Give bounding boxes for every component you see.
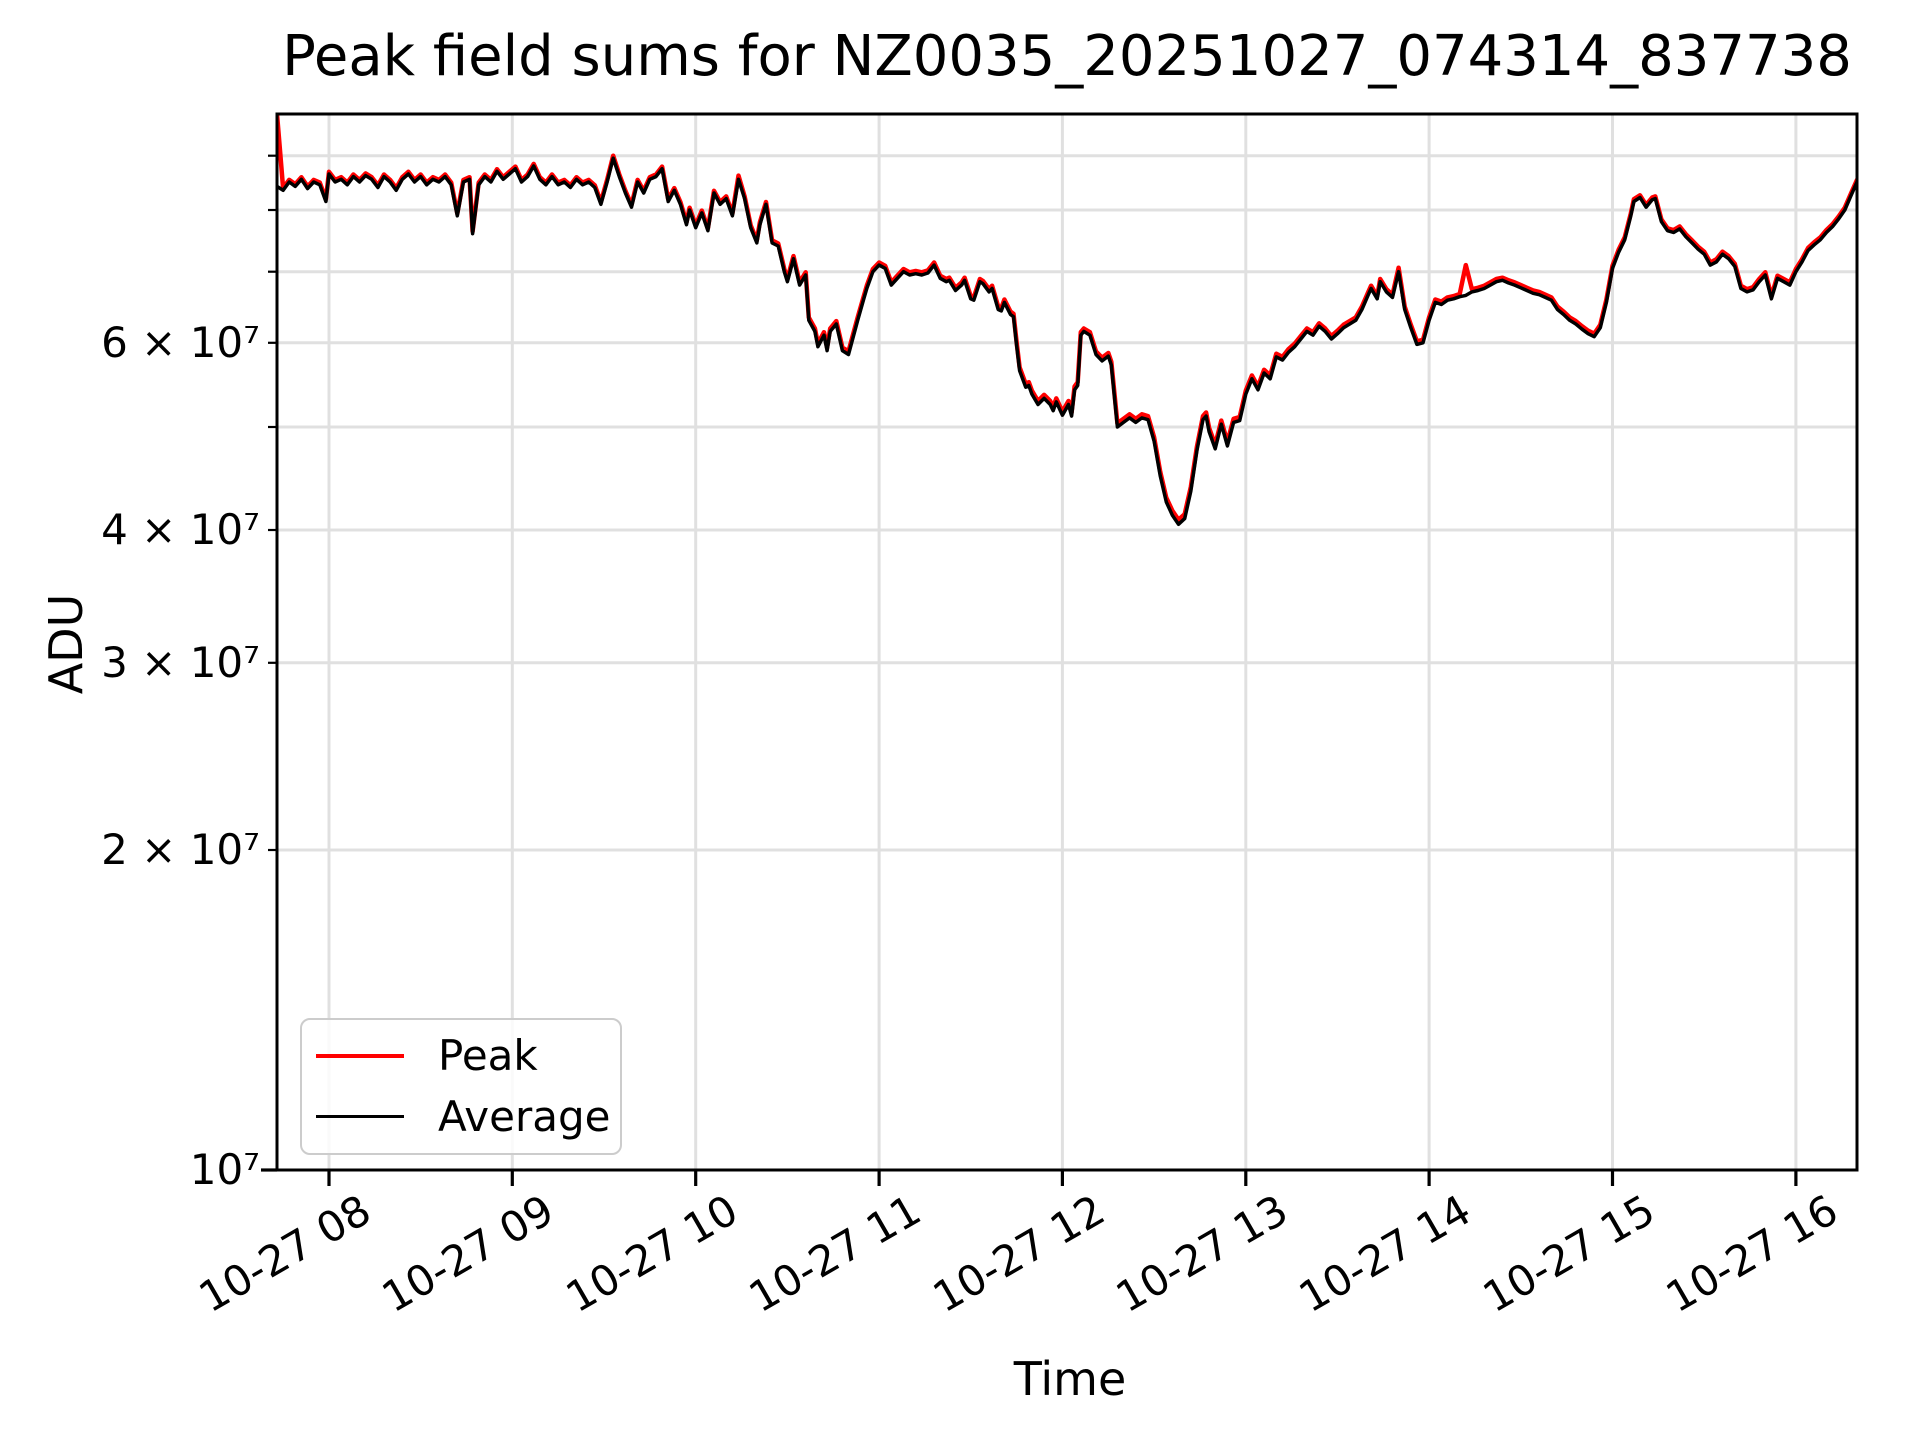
legend-row: Peak bbox=[316, 1033, 610, 1079]
legend-line-sample bbox=[316, 1054, 404, 1059]
y-tick-label: 10⁷ bbox=[189, 1145, 260, 1194]
chart-title: Peak field sums for NZ0035_20251027_0743… bbox=[282, 24, 1852, 89]
legend-row: Average bbox=[316, 1091, 611, 1141]
y-tick-label: 6 × 10⁷ bbox=[101, 317, 260, 367]
y-axis-label: ADU bbox=[39, 593, 93, 695]
x-axis-label: Time bbox=[1013, 1352, 1127, 1406]
y-tick-label: 2 × 10⁷ bbox=[101, 825, 260, 874]
y-tick-label: 3 × 10⁷ bbox=[101, 637, 260, 687]
legend-label: Peak bbox=[438, 1031, 538, 1081]
legend: Peak Average bbox=[300, 1018, 622, 1155]
legend-line-sample bbox=[316, 1115, 404, 1119]
legend-label: Average bbox=[438, 1091, 611, 1141]
y-tick-label: 4 × 10⁷ bbox=[101, 505, 260, 555]
series-average bbox=[277, 156, 1857, 527]
